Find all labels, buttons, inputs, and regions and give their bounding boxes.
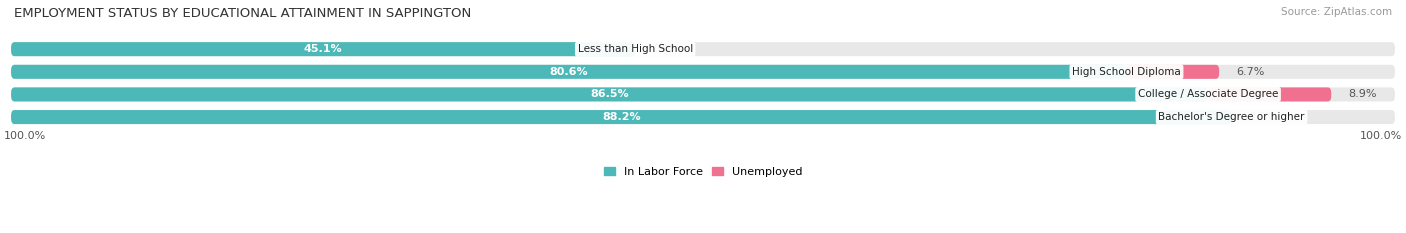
Text: 0.0%: 0.0%: [652, 44, 681, 54]
FancyBboxPatch shape: [11, 65, 1395, 79]
Legend: In Labor Force, Unemployed: In Labor Force, Unemployed: [603, 167, 803, 177]
Text: EMPLOYMENT STATUS BY EDUCATIONAL ATTAINMENT IN SAPPINGTON: EMPLOYMENT STATUS BY EDUCATIONAL ATTAINM…: [14, 7, 471, 20]
Text: 6.7%: 6.7%: [1236, 67, 1264, 77]
FancyBboxPatch shape: [11, 42, 1395, 56]
Text: High School Diploma: High School Diploma: [1073, 67, 1181, 77]
Text: College / Associate Degree: College / Associate Degree: [1137, 89, 1278, 99]
Text: 0.0%: 0.0%: [1249, 112, 1277, 122]
Text: 45.1%: 45.1%: [304, 44, 343, 54]
FancyBboxPatch shape: [11, 87, 1208, 101]
FancyBboxPatch shape: [11, 65, 1126, 79]
FancyBboxPatch shape: [11, 110, 1395, 124]
Text: Less than High School: Less than High School: [578, 44, 693, 54]
FancyBboxPatch shape: [1126, 65, 1219, 79]
FancyBboxPatch shape: [11, 42, 636, 56]
Text: Source: ZipAtlas.com: Source: ZipAtlas.com: [1281, 7, 1392, 17]
Text: 80.6%: 80.6%: [550, 67, 588, 77]
FancyBboxPatch shape: [11, 87, 1395, 101]
Text: 88.2%: 88.2%: [602, 112, 641, 122]
Text: Bachelor's Degree or higher: Bachelor's Degree or higher: [1159, 112, 1305, 122]
FancyBboxPatch shape: [11, 110, 1232, 124]
Text: 100.0%: 100.0%: [4, 131, 46, 141]
Text: 100.0%: 100.0%: [1360, 131, 1402, 141]
Text: 86.5%: 86.5%: [591, 89, 628, 99]
FancyBboxPatch shape: [1208, 87, 1331, 101]
Text: 8.9%: 8.9%: [1348, 89, 1376, 99]
